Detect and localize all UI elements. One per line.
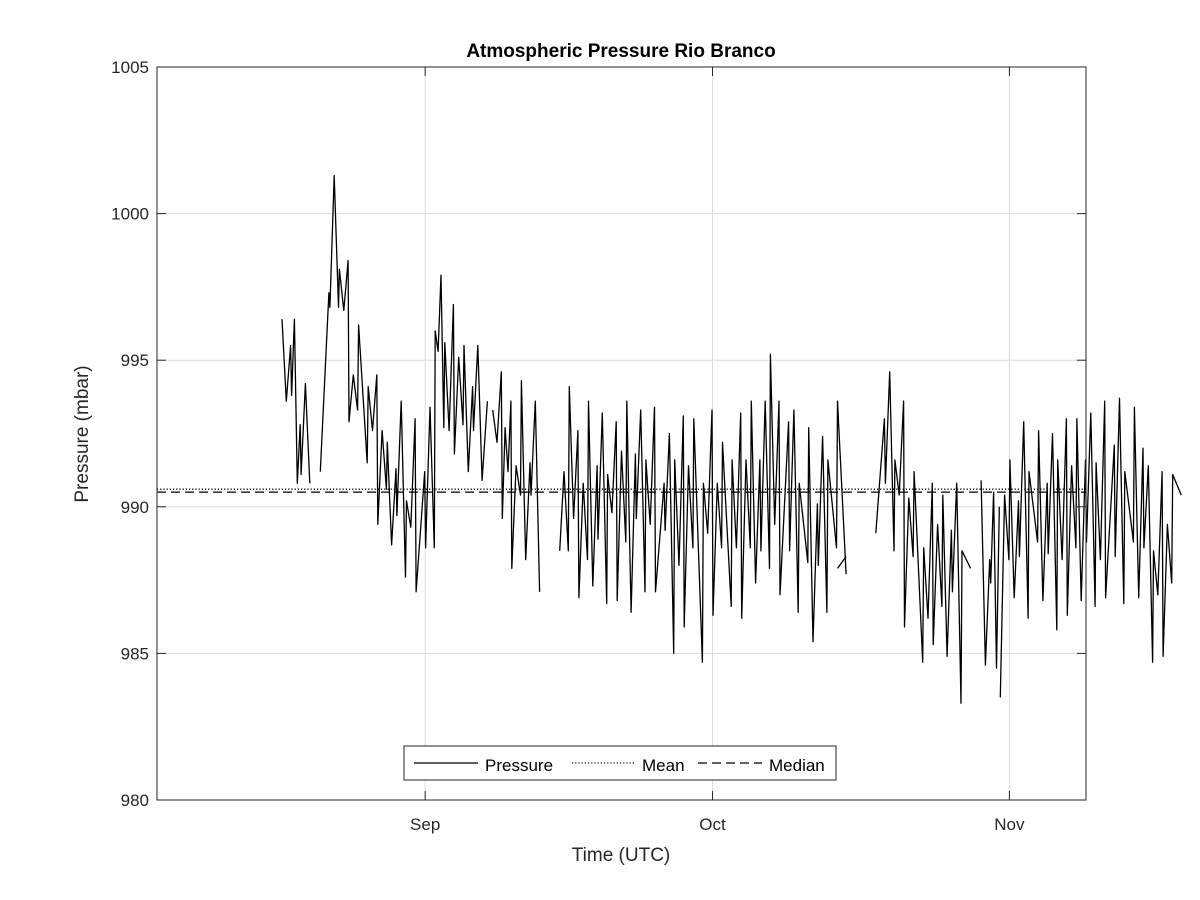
plot-area	[157, 67, 1086, 800]
pressure-line-segment	[281, 318, 311, 484]
y-tick-label: 990	[121, 498, 149, 517]
tick-marks	[157, 66, 1086, 801]
y-tick-label: 995	[121, 351, 149, 370]
pressure-line-segment	[559, 353, 847, 663]
x-tick-label: Oct	[699, 815, 726, 834]
x-axis-label: Time (UTC)	[572, 845, 671, 866]
plot-frame	[156, 66, 1087, 801]
chart-title: Atmospheric Pressure Rio Branco	[466, 41, 775, 62]
y-tick-label: 1000	[111, 205, 149, 224]
y-tick-label: 1005	[111, 58, 149, 77]
y-tick-label: 980	[121, 791, 149, 810]
legend-label-median: Median	[769, 756, 825, 775]
pressure-series	[281, 174, 1182, 704]
legend[interactable]: Pressure Mean Median	[403, 745, 837, 781]
pressure-line-segment	[319, 174, 489, 593]
pressure-line-segment	[980, 480, 1000, 669]
x-tick-label: Nov	[994, 815, 1025, 834]
reference-lines	[157, 488, 1086, 493]
pressure-line-segment	[836, 556, 847, 569]
y-tick-label: 985	[121, 644, 149, 663]
y-axis-label: Pressure (mbar)	[72, 365, 93, 502]
tick-labels: 980 985 990 995 1000 1005 Sep Oct Nov	[111, 58, 1025, 834]
x-tick-label: Sep	[410, 815, 440, 834]
pressure-line-segment	[875, 371, 972, 704]
legend-label-pressure: Pressure	[485, 756, 553, 775]
pressure-line-segment	[492, 371, 541, 592]
legend-label-mean: Mean	[642, 756, 685, 775]
